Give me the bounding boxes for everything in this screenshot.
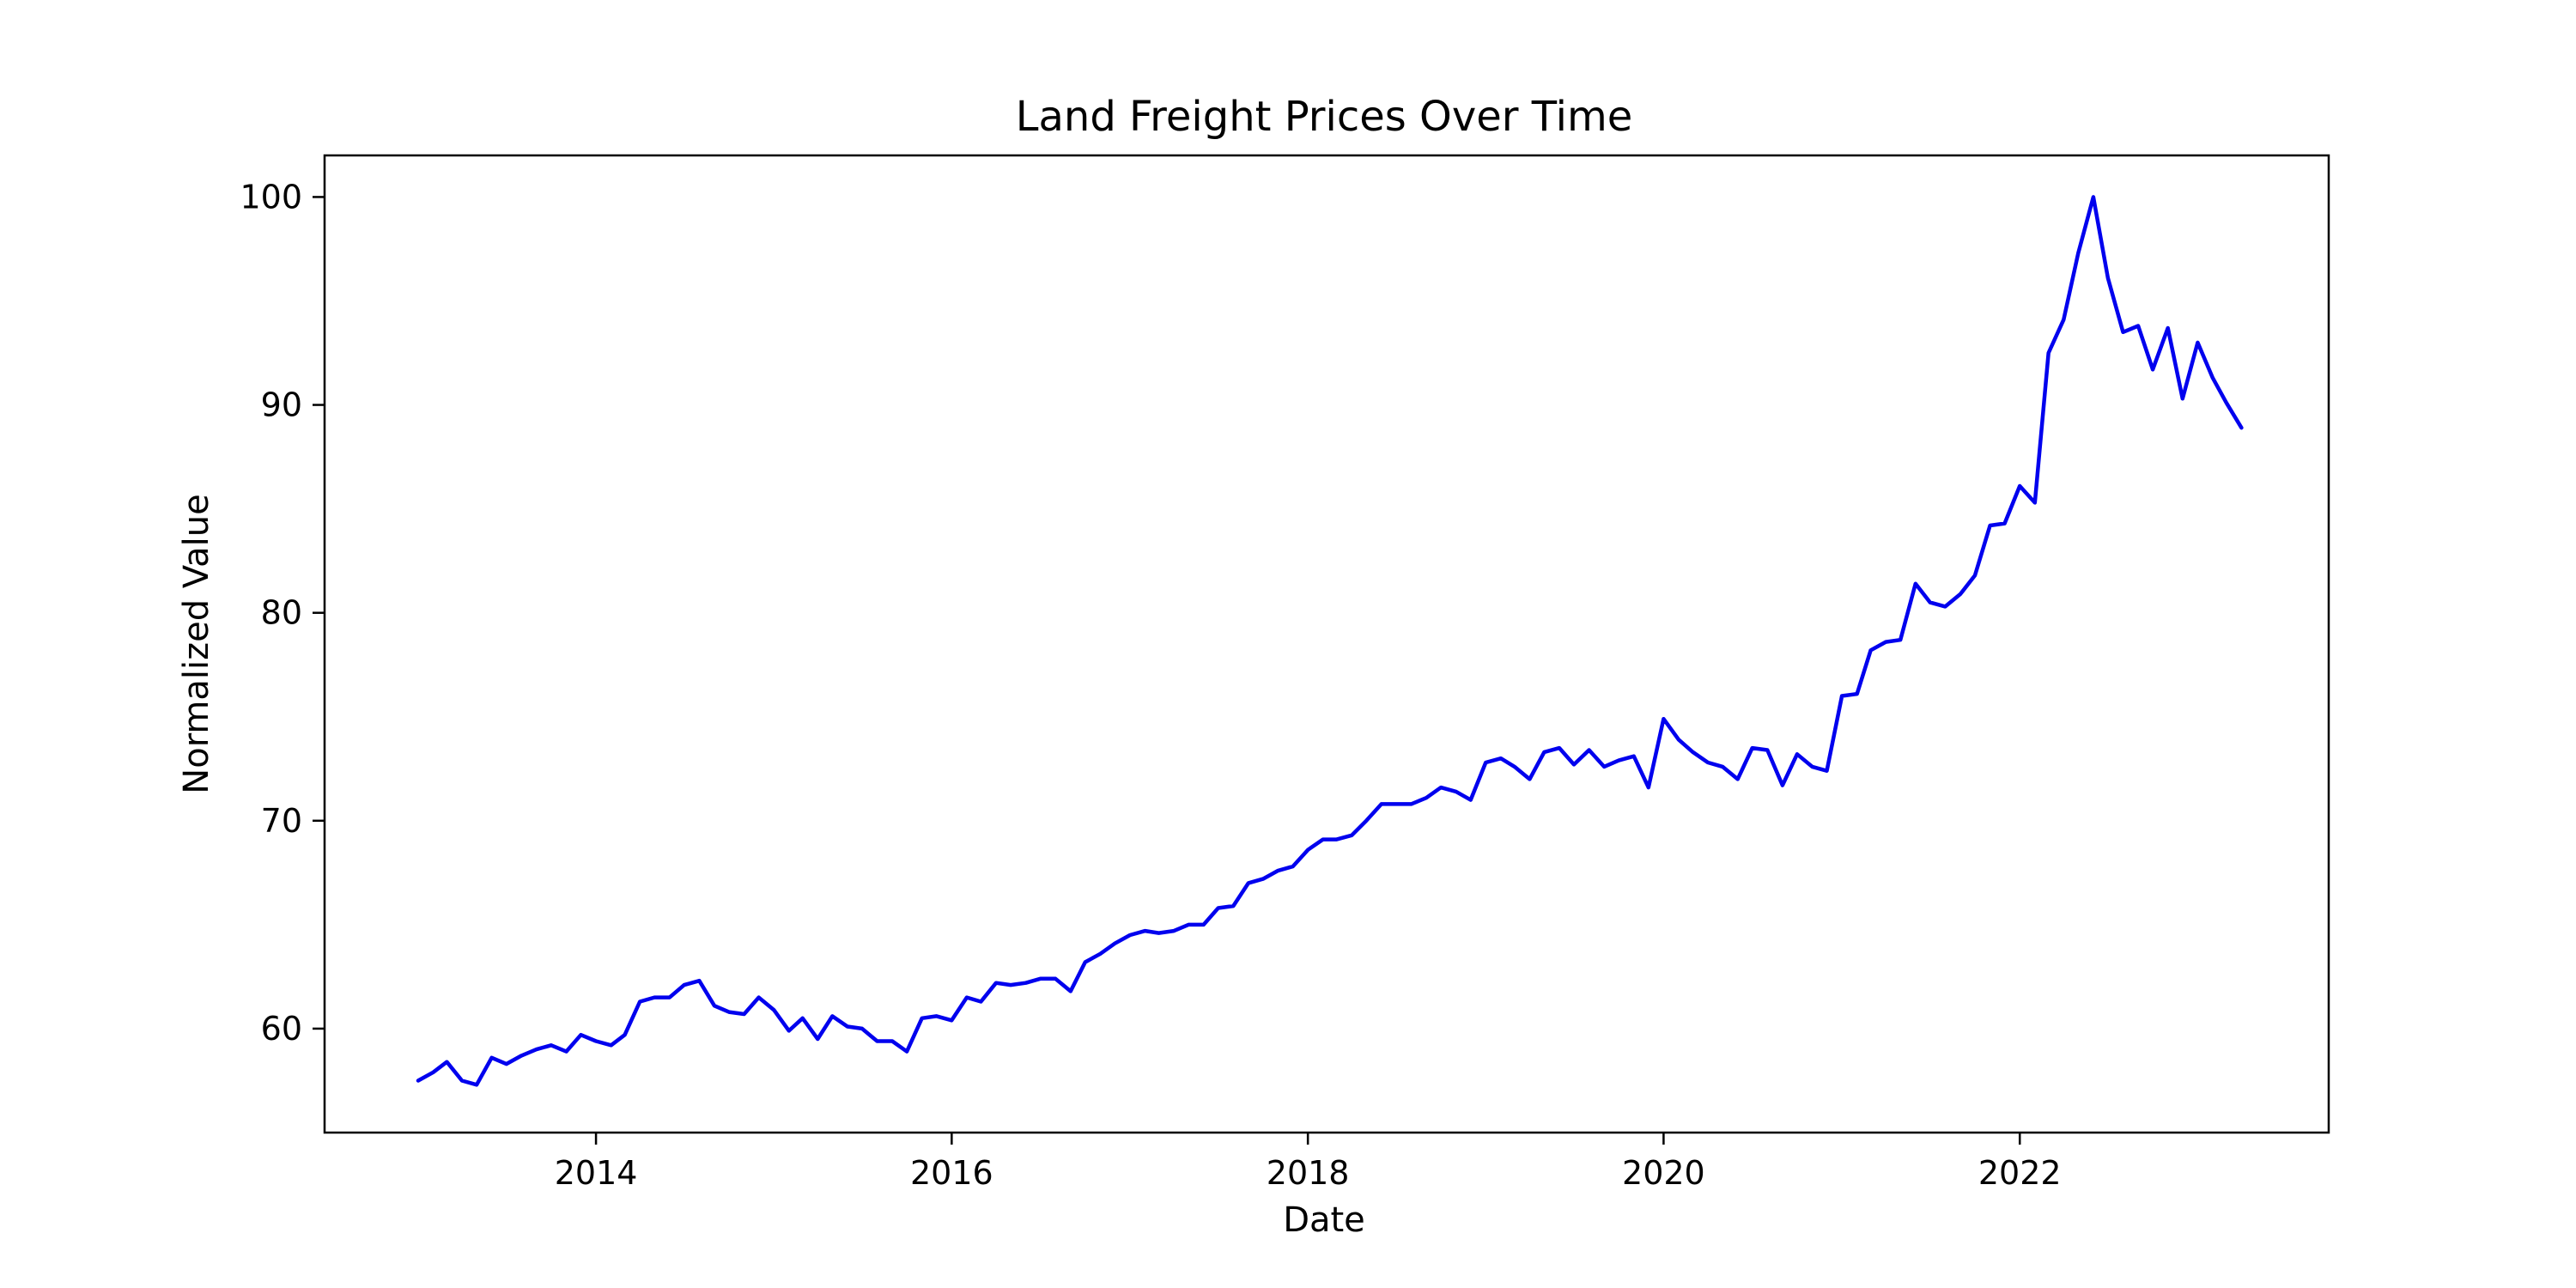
y-tick-label: 60 <box>261 1010 302 1048</box>
y-tick-label: 100 <box>240 178 302 216</box>
x-tick-label: 2018 <box>1267 1154 1350 1192</box>
plot-area <box>323 154 2330 1134</box>
x-tick-label: 2014 <box>555 1154 638 1192</box>
y-tick-label: 80 <box>261 594 302 632</box>
series-layer <box>416 195 2244 1087</box>
y-axis-label: Normalized Value <box>177 494 216 793</box>
y-axis: 60 70 80 90 100 <box>240 178 325 1048</box>
chart-title: Land Freight Prices Over Time <box>1016 93 1632 141</box>
x-tick-label: 2016 <box>910 1154 993 1192</box>
x-axis-label: Date <box>1283 1200 1365 1240</box>
y-tick-label: 90 <box>261 386 302 424</box>
plot-frame <box>323 154 2330 1134</box>
x-axis: 2014 2016 2018 2020 2022 <box>555 1133 2062 1192</box>
x-tick-label: 2022 <box>1978 1154 2062 1192</box>
y-tick-label: 70 <box>261 802 302 840</box>
series-line <box>416 195 2244 1087</box>
x-tick-label: 2020 <box>1622 1154 1705 1192</box>
